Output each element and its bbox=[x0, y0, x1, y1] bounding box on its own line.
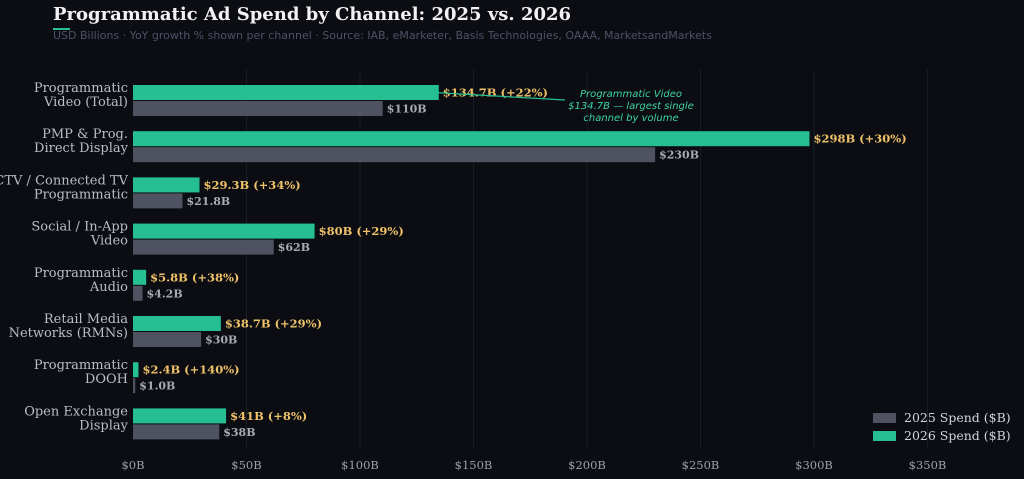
category-label-line: Networks (RMNs) bbox=[9, 326, 128, 341]
bar-2025 bbox=[133, 424, 220, 440]
bar-2026 bbox=[133, 85, 439, 100]
category-label-line: Programmatic bbox=[34, 81, 128, 96]
category-label-line: PMP & Prog. bbox=[42, 127, 128, 142]
data-label-2025: $62B bbox=[278, 241, 310, 254]
annotation: Programmatic Video$134.7B — largest sing… bbox=[434, 89, 694, 124]
annotation-arrow bbox=[434, 91, 566, 101]
legend-swatch bbox=[873, 431, 896, 441]
annotation-text: Programmatic Video bbox=[580, 89, 682, 100]
data-label-2026: $80B (+29%) bbox=[319, 224, 404, 238]
category-label: Retail Media Networks (RMNs) bbox=[9, 312, 129, 341]
annotation-text: $134.7B — largest single bbox=[568, 101, 694, 112]
category-label-line: Video (Total) bbox=[43, 95, 128, 110]
x-tick-label: $250B bbox=[682, 458, 720, 472]
x-axis: $0B $50B $100B $150B $200B $250B $300B $350B bbox=[121, 458, 946, 472]
category-label: Programmatic Video (Total) bbox=[34, 81, 128, 110]
x-tick-label: $350B bbox=[909, 458, 947, 472]
x-tick-label: $0B bbox=[121, 458, 144, 472]
category-label-line: Audio bbox=[89, 280, 128, 295]
category-label: PMP & Prog. Direct Display bbox=[34, 127, 129, 156]
legend-swatch bbox=[873, 413, 896, 423]
legend-label: 2026 Spend ($B) bbox=[904, 428, 1011, 443]
x-tick-label: $50B bbox=[231, 458, 261, 472]
category-label: Open Exchange Display bbox=[24, 404, 128, 433]
data-label-2026: $298B (+30%) bbox=[813, 132, 906, 146]
data-label-2025: $230B bbox=[659, 149, 699, 162]
category-label-line: Programmatic bbox=[34, 358, 128, 373]
category-label-line: Direct Display bbox=[34, 141, 129, 156]
category-label-line: Display bbox=[79, 418, 128, 433]
bar-2026 bbox=[133, 269, 147, 285]
bar-2025 bbox=[133, 101, 383, 116]
data-label-2026: $41B (+8%) bbox=[230, 409, 307, 423]
data-label-2026: $38.7B (+29%) bbox=[225, 317, 322, 331]
x-tick-label: $300B bbox=[795, 458, 833, 472]
bar-2025 bbox=[133, 193, 183, 209]
category-label-line: CTV / Connected TV bbox=[0, 173, 129, 188]
category-label-line: Open Exchange bbox=[24, 404, 128, 419]
legend-label: 2025 Spend ($B) bbox=[904, 410, 1011, 425]
data-label-2025: $30B bbox=[205, 334, 237, 347]
category-label: Programmatic Audio bbox=[34, 266, 128, 295]
bar-2026 bbox=[133, 408, 227, 424]
category-label: CTV / Connected TV Programmatic bbox=[0, 173, 129, 202]
category-label-line: Programmatic bbox=[34, 187, 128, 202]
bar-2025 bbox=[133, 239, 274, 255]
chart-title: Programmatic Ad Spend by Channel: 2025 v… bbox=[53, 4, 571, 25]
bar-2026 bbox=[133, 316, 221, 331]
x-tick-label: $100B bbox=[341, 458, 379, 472]
bar-2025 bbox=[133, 285, 143, 301]
bar-2025 bbox=[133, 378, 136, 394]
data-label-2025: $38B bbox=[223, 426, 255, 439]
data-label-2026: $134.7B (+22%) bbox=[443, 86, 548, 100]
annotation-text: channel by volume bbox=[583, 113, 678, 124]
bar-2026 bbox=[133, 131, 810, 147]
category-label-line: Video bbox=[90, 234, 128, 249]
data-label-2025: $1.0B bbox=[139, 380, 175, 393]
category-label-line: Programmatic bbox=[34, 266, 128, 281]
data-label-2025: $21.8B bbox=[186, 195, 230, 208]
bar-2026 bbox=[133, 223, 315, 239]
data-label-2026: $5.8B (+38%) bbox=[150, 270, 239, 284]
category-label: Social / In-App Video bbox=[31, 220, 128, 249]
data-label-2026: $2.4B (+140%) bbox=[142, 363, 239, 377]
bar-2026 bbox=[133, 177, 200, 193]
category-label-line: DOOH bbox=[85, 372, 128, 387]
bar-2025 bbox=[133, 332, 202, 347]
legend: 2025 Spend ($B) 2026 Spend ($B) bbox=[873, 410, 1011, 443]
bar-2026 bbox=[133, 362, 139, 378]
data-label-2026: $29.3B (+34%) bbox=[204, 178, 301, 192]
bars-layer bbox=[133, 85, 810, 440]
category-label: Programmatic DOOH bbox=[34, 358, 128, 387]
data-label-2025: $110B bbox=[387, 103, 427, 116]
category-label-line: Retail Media bbox=[44, 312, 128, 327]
data-label-2025: $4.2B bbox=[147, 287, 183, 300]
category-label-line: Social / In-App bbox=[31, 220, 128, 235]
bar-2025 bbox=[133, 147, 656, 163]
x-tick-label: $150B bbox=[455, 458, 493, 472]
x-tick-label: $200B bbox=[568, 458, 606, 472]
chart-subtitle: USD Billions · YoY growth % shown per ch… bbox=[53, 29, 712, 42]
